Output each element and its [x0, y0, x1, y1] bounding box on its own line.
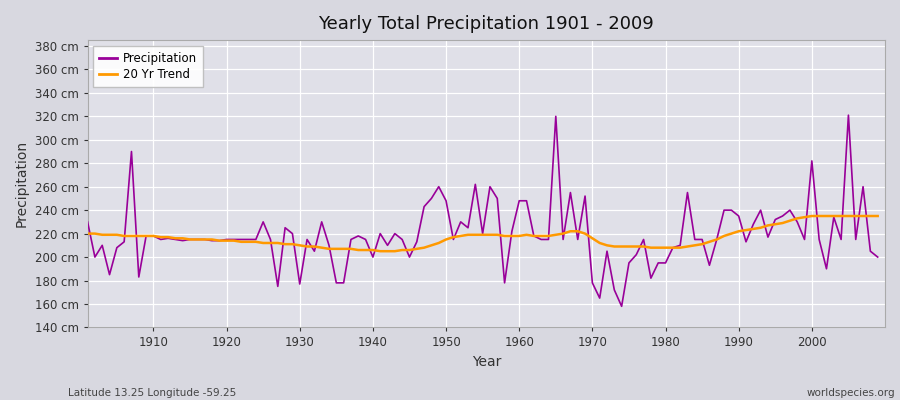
20 Yr Trend: [374, 249, 385, 254]
Precipitation: [140, 234, 151, 238]
Line: Precipitation: Precipitation: [87, 115, 878, 306]
Precipitation: [872, 255, 883, 260]
20 Yr Trend: [346, 246, 356, 251]
Precipitation: [843, 113, 854, 118]
20 Yr Trend: [302, 244, 312, 249]
Title: Yearly Total Precipitation 1901 - 2009: Yearly Total Precipitation 1901 - 2009: [319, 15, 654, 33]
Precipitation: [82, 220, 93, 224]
Y-axis label: Precipitation: Precipitation: [15, 140, 29, 227]
Legend: Precipitation, 20 Yr Trend: Precipitation, 20 Yr Trend: [94, 46, 203, 87]
Precipitation: [514, 198, 525, 203]
20 Yr Trend: [872, 214, 883, 218]
20 Yr Trend: [609, 244, 620, 249]
X-axis label: Year: Year: [472, 355, 501, 369]
Text: Latitude 13.25 Longitude -59.25: Latitude 13.25 Longitude -59.25: [68, 388, 236, 398]
Line: 20 Yr Trend: 20 Yr Trend: [87, 216, 878, 251]
20 Yr Trend: [521, 232, 532, 237]
Precipitation: [302, 237, 312, 242]
20 Yr Trend: [514, 234, 525, 238]
Text: worldspecies.org: worldspecies.org: [807, 388, 896, 398]
Precipitation: [507, 229, 517, 234]
20 Yr Trend: [806, 214, 817, 218]
Precipitation: [346, 237, 356, 242]
20 Yr Trend: [82, 231, 93, 236]
Precipitation: [616, 304, 627, 309]
Precipitation: [601, 249, 612, 254]
20 Yr Trend: [140, 234, 151, 238]
